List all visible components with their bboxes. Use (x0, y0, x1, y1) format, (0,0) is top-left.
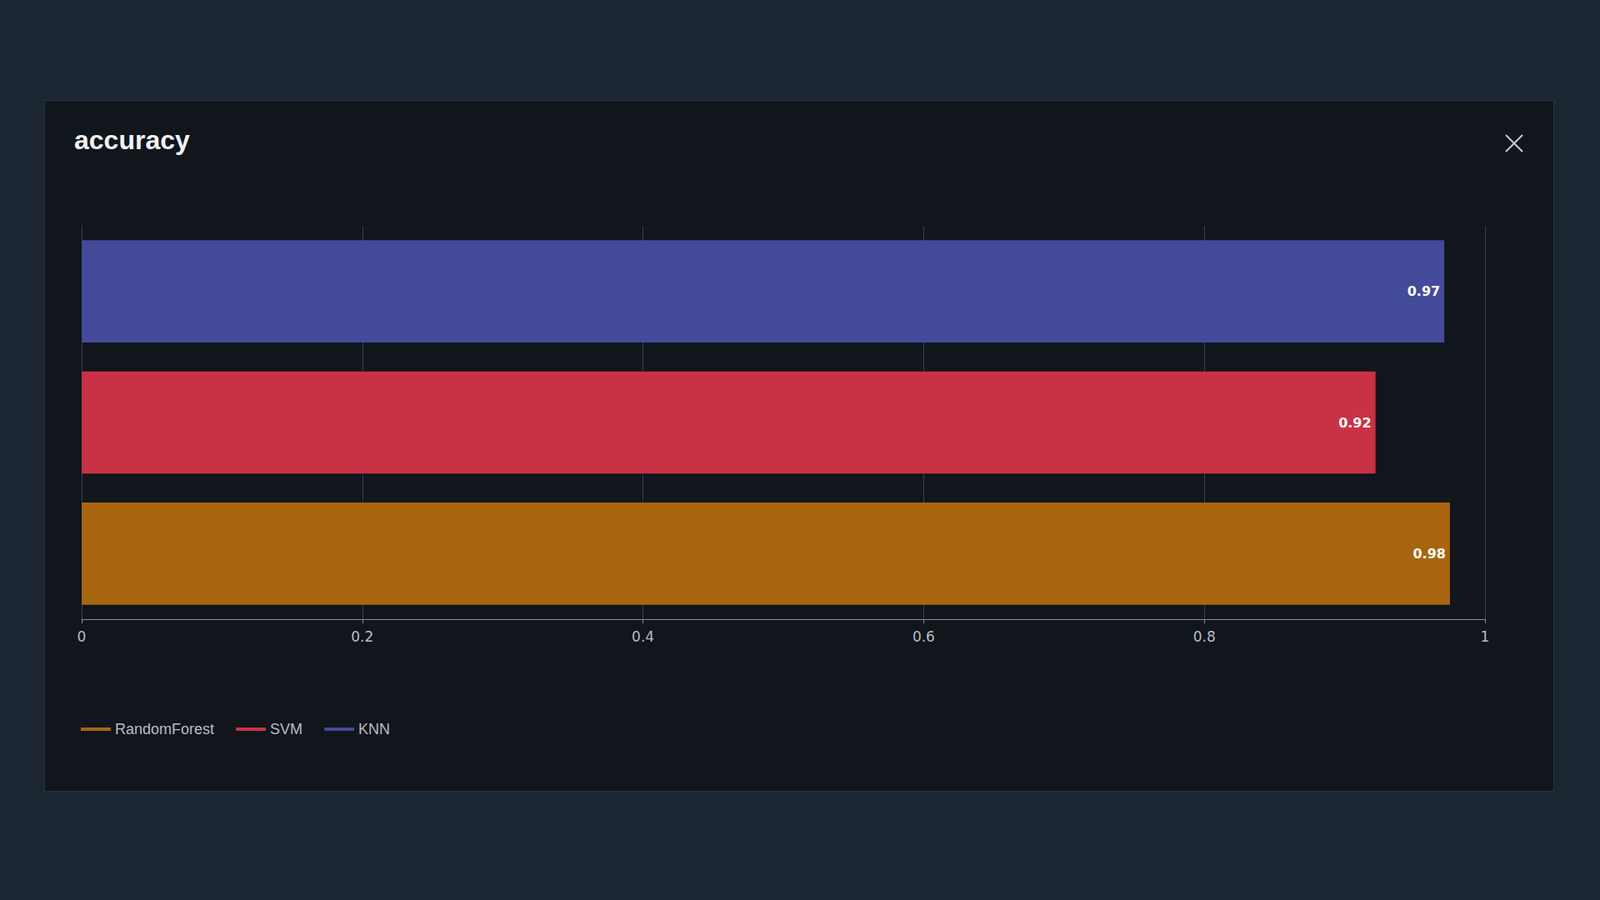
svg-text:0.6: 0.6 (912, 628, 935, 645)
svg-text:0: 0 (77, 628, 87, 645)
svg-text:0.98: 0.98 (1412, 545, 1445, 562)
svg-text:RandomForest: RandomForest (115, 720, 215, 738)
svg-text:SVM: SVM (270, 720, 303, 738)
svg-text:0.8: 0.8 (1193, 628, 1216, 645)
svg-text:accuracy: accuracy (74, 125, 190, 155)
svg-text:0.4: 0.4 (631, 628, 655, 645)
svg-text:1: 1 (1480, 628, 1490, 645)
svg-text:0.2: 0.2 (350, 628, 374, 645)
svg-text:0.97: 0.97 (1407, 283, 1440, 300)
svg-text:KNN: KNN (358, 720, 390, 738)
svg-text:0.92: 0.92 (1338, 415, 1371, 431)
